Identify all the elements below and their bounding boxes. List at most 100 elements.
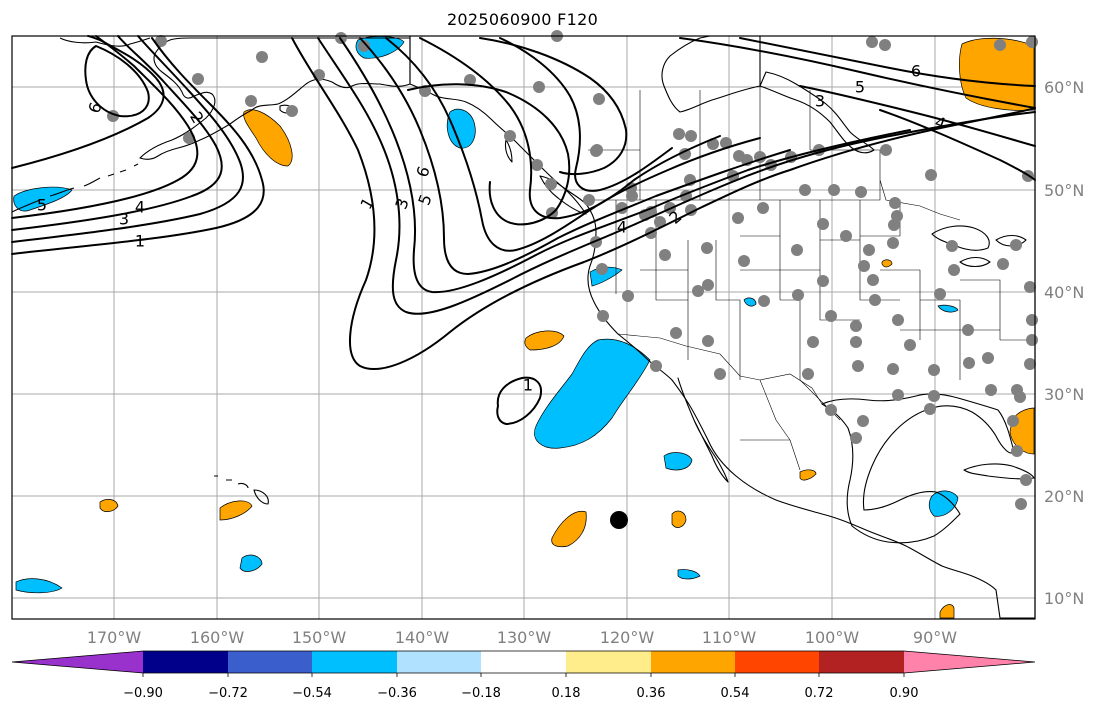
station-dot [1007,415,1019,427]
baja-coastline [677,377,729,483]
colorbar-segment [312,651,397,673]
latitude-tick-labels: 60°N 50°N 40°N 30°N 20°N 10°N [1044,78,1084,608]
station-dot [994,39,1006,51]
station-dot [807,336,819,348]
latitude-tick-label: 20°N [1044,487,1084,506]
contour-line [11,35,223,231]
station-dot [1026,334,1038,346]
station-dot [590,145,602,157]
longitude-tick-label: 150°W [292,628,347,647]
colorbar-segment [143,651,228,673]
positive-region-gulf-mexico [799,469,817,481]
contour-line [11,35,199,219]
negative-region-baja [663,452,693,471]
black-dot-marker [610,511,628,529]
negative-region-great-lakes [937,304,959,313]
station-dot [702,279,714,291]
colorbar-tick-label: −0.72 [208,686,248,701]
positive-region-pacific-3 [671,510,687,528]
station-dot [840,230,852,242]
station-dot [654,216,666,228]
contour-label: 5 [37,196,47,215]
station-dot [928,390,940,402]
station-dot [650,360,662,372]
station-dot [925,169,937,181]
station-dot [904,339,916,351]
station-dot [887,363,899,375]
contour-label: 4 [617,218,627,237]
station-dot [791,244,803,256]
station-dot [757,202,769,214]
positive-region-caribbean [939,604,955,619]
longitude-tick-label: 130°W [497,628,552,647]
contour-line [799,85,1036,147]
gridlines [12,36,1035,619]
station-dot [531,159,543,171]
negative-region-gulf-of-alaska [446,108,476,149]
contour-line [679,37,1036,109]
negative-region-colorado [743,297,757,307]
station-dot [825,404,837,416]
longitude-tick-label: 160°W [190,628,245,647]
contour-line [879,109,1036,181]
colorbar-tick-label: −0.36 [377,686,417,701]
station-dot [733,150,745,162]
contour-label: 4 [135,198,145,217]
station-dot [1015,498,1027,510]
station-dot [622,290,634,302]
colorbar-tick-label: 0.54 [721,686,750,701]
station-dot [701,242,713,254]
contour-label: 5 [855,78,865,97]
station-dot [1014,391,1026,403]
positive-region-pacific-1 [524,330,565,351]
station-dot [545,178,557,190]
colorbar-segment [481,651,566,673]
station-dot [889,197,901,209]
station-dot [702,335,714,347]
station-dot [1026,314,1038,326]
latitude-tick-label: 60°N [1044,78,1084,97]
station-dot [799,184,811,196]
latitude-tick-label: 40°N [1044,283,1084,302]
station-dot [504,130,516,142]
station-dot [828,184,840,196]
gulf-of-mexico-coast [821,393,1015,544]
station-dot [850,320,862,332]
contour-line [496,376,542,425]
colorbar-segment [12,651,143,673]
station-dot [593,93,605,105]
station-dot [738,255,750,267]
colorbar-tick-label: −0.18 [461,686,501,701]
colorbar-segment [228,651,312,673]
colorbar-segment [819,651,904,673]
colorbar-tick-label: 0.18 [552,686,581,701]
negative-region-west-pacific [15,578,63,594]
hawaiian-islands [214,475,269,505]
station-dot [673,128,685,140]
station-dot [879,39,891,51]
station-dot [924,403,936,415]
contour-lines [11,35,1036,425]
station-dot [597,310,609,322]
station-dot [928,364,940,376]
contour-line [317,37,1036,315]
contour-line [84,45,150,118]
station-dot [982,352,994,364]
contour-label: 3 [815,92,825,111]
positive-region-hawaii-north [219,500,253,521]
us-state-borders [615,200,1030,380]
station-dot [817,275,829,287]
station-dot [286,105,298,117]
station-dot [596,263,608,275]
station-dot [997,258,1009,270]
contour-label: 3 [119,210,129,229]
colorbar-tick-label: −0.54 [292,686,332,701]
station-dot [858,260,870,272]
station-dot [892,389,904,401]
negative-region-mexico-coast [677,569,701,580]
positive-anomaly-regions [99,37,1035,619]
colorbar-tick-label: 0.90 [890,686,919,701]
longitude-tick-label: 100°W [805,628,860,647]
station-dot [659,249,671,261]
